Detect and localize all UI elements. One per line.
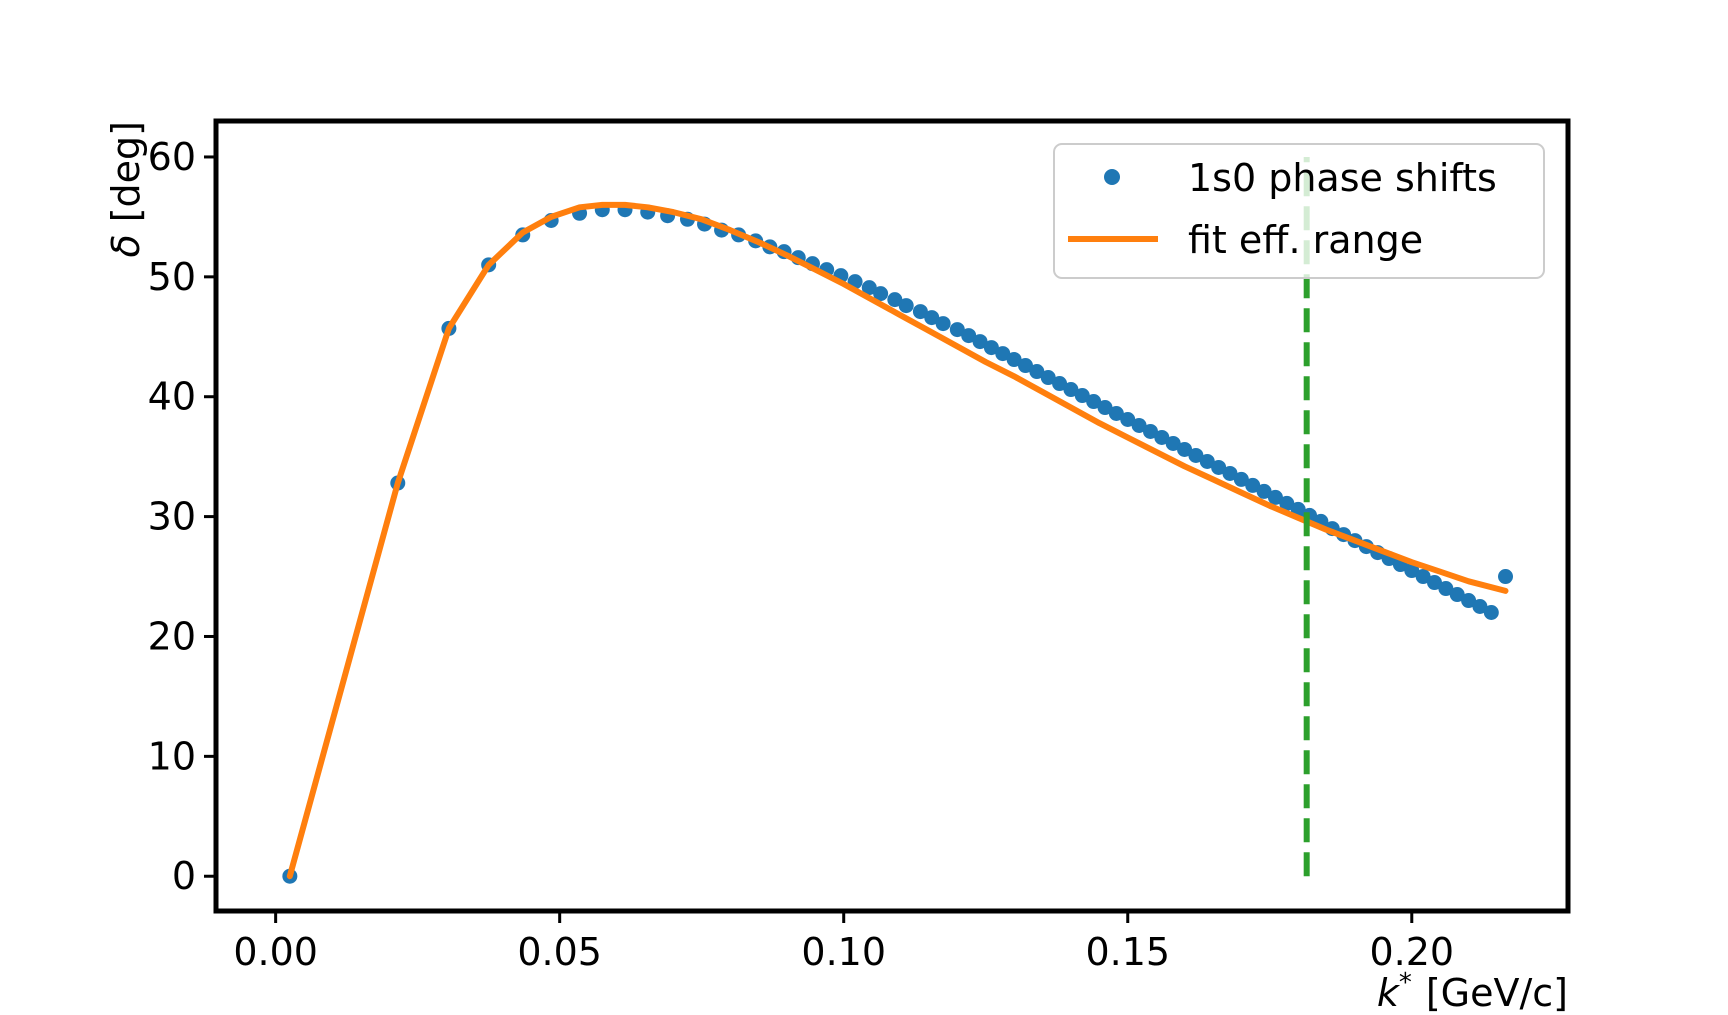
fit-line-series: [286, 201, 1509, 880]
data-point: [1052, 376, 1068, 392]
data-point: [972, 334, 988, 350]
data-point: [1267, 489, 1283, 505]
y-tick-label: 60: [148, 135, 196, 179]
y-tick-label: 0: [172, 854, 196, 898]
data-point: [1154, 429, 1170, 445]
data-point: [1040, 370, 1056, 386]
data-point: [1427, 575, 1443, 591]
data-point: [1108, 406, 1124, 422]
data-point: [1188, 447, 1204, 463]
data-point: [1256, 483, 1272, 499]
x-tick-label: 0.15: [1085, 930, 1170, 974]
data-point: [1097, 400, 1113, 416]
data-point: [995, 346, 1011, 362]
plot-frame: [213, 118, 1571, 914]
data-point: [1449, 587, 1465, 603]
data-point: [1404, 563, 1420, 579]
data-point: [1415, 569, 1431, 585]
x-axis-label-unit: [GeV/c]: [1426, 971, 1568, 1015]
data-point: [1120, 411, 1136, 427]
y-tick-label: 50: [148, 255, 196, 299]
data-point: [1006, 352, 1022, 368]
y-tick-label: 30: [148, 495, 196, 539]
data-point: [1142, 423, 1158, 439]
data-point: [1177, 441, 1193, 457]
data-point: [1063, 382, 1079, 398]
plot-content: [282, 156, 1514, 884]
data-point: [924, 310, 940, 326]
y-tick-label: 10: [148, 734, 196, 778]
data-point: [1086, 394, 1102, 410]
data-point: [1498, 569, 1514, 585]
data-point: [1222, 465, 1238, 481]
data-point: [1165, 435, 1181, 451]
data-point: [898, 298, 914, 314]
data-point: [1211, 459, 1227, 475]
y-tick-label: 40: [148, 375, 196, 419]
x-axis-label: k* [GeV/c]: [1377, 968, 1568, 1015]
data-point: [1233, 471, 1249, 487]
x-tick-label: 0.20: [1369, 930, 1454, 974]
legend-label-line: fit eff. range: [1188, 218, 1423, 262]
y-axis-label-delta: δ: [104, 234, 148, 257]
data-point: [887, 292, 903, 308]
data-point: [1279, 495, 1295, 511]
x-tick-label: 0.00: [233, 930, 318, 974]
data-point: [1483, 605, 1499, 621]
data-point: [861, 280, 877, 296]
x-axis-label-star: *: [1399, 968, 1412, 998]
y-axis-label: δ [deg]: [104, 121, 148, 258]
x-tick-label: 0.10: [801, 930, 886, 974]
data-point: [1131, 417, 1147, 433]
fit-line: [286, 201, 1509, 880]
legend-scatter-marker: [1104, 169, 1120, 185]
data-point: [949, 322, 965, 338]
y-axis-ticks: 0 10 20 30 40 50 60: [148, 135, 216, 898]
data-point: [873, 286, 889, 302]
data-point: [983, 340, 999, 356]
y-tick-label: 20: [148, 614, 196, 658]
data-point: [935, 316, 951, 332]
data-point: [1017, 358, 1033, 374]
data-point: [1029, 364, 1045, 380]
data-point: [1472, 599, 1488, 615]
data-point: [961, 328, 977, 344]
x-axis-label-k: k: [1377, 971, 1401, 1015]
x-axis-ticks: 0.00 0.05 0.10 0.15 0.20: [233, 911, 1454, 974]
legend-label-scatter: 1s0 phase shifts: [1188, 156, 1497, 200]
data-point: [1461, 593, 1477, 609]
data-point: [912, 304, 928, 320]
data-point: [1438, 581, 1454, 597]
data-point: [1199, 453, 1215, 469]
x-tick-label: 0.05: [517, 930, 602, 974]
data-point: [1245, 477, 1261, 493]
legend-box: [1053, 143, 1545, 279]
y-axis-label-unit: [deg]: [104, 121, 148, 222]
data-point: [1074, 388, 1090, 404]
legend: 1s0 phase shifts fit eff. range: [1053, 143, 1545, 279]
